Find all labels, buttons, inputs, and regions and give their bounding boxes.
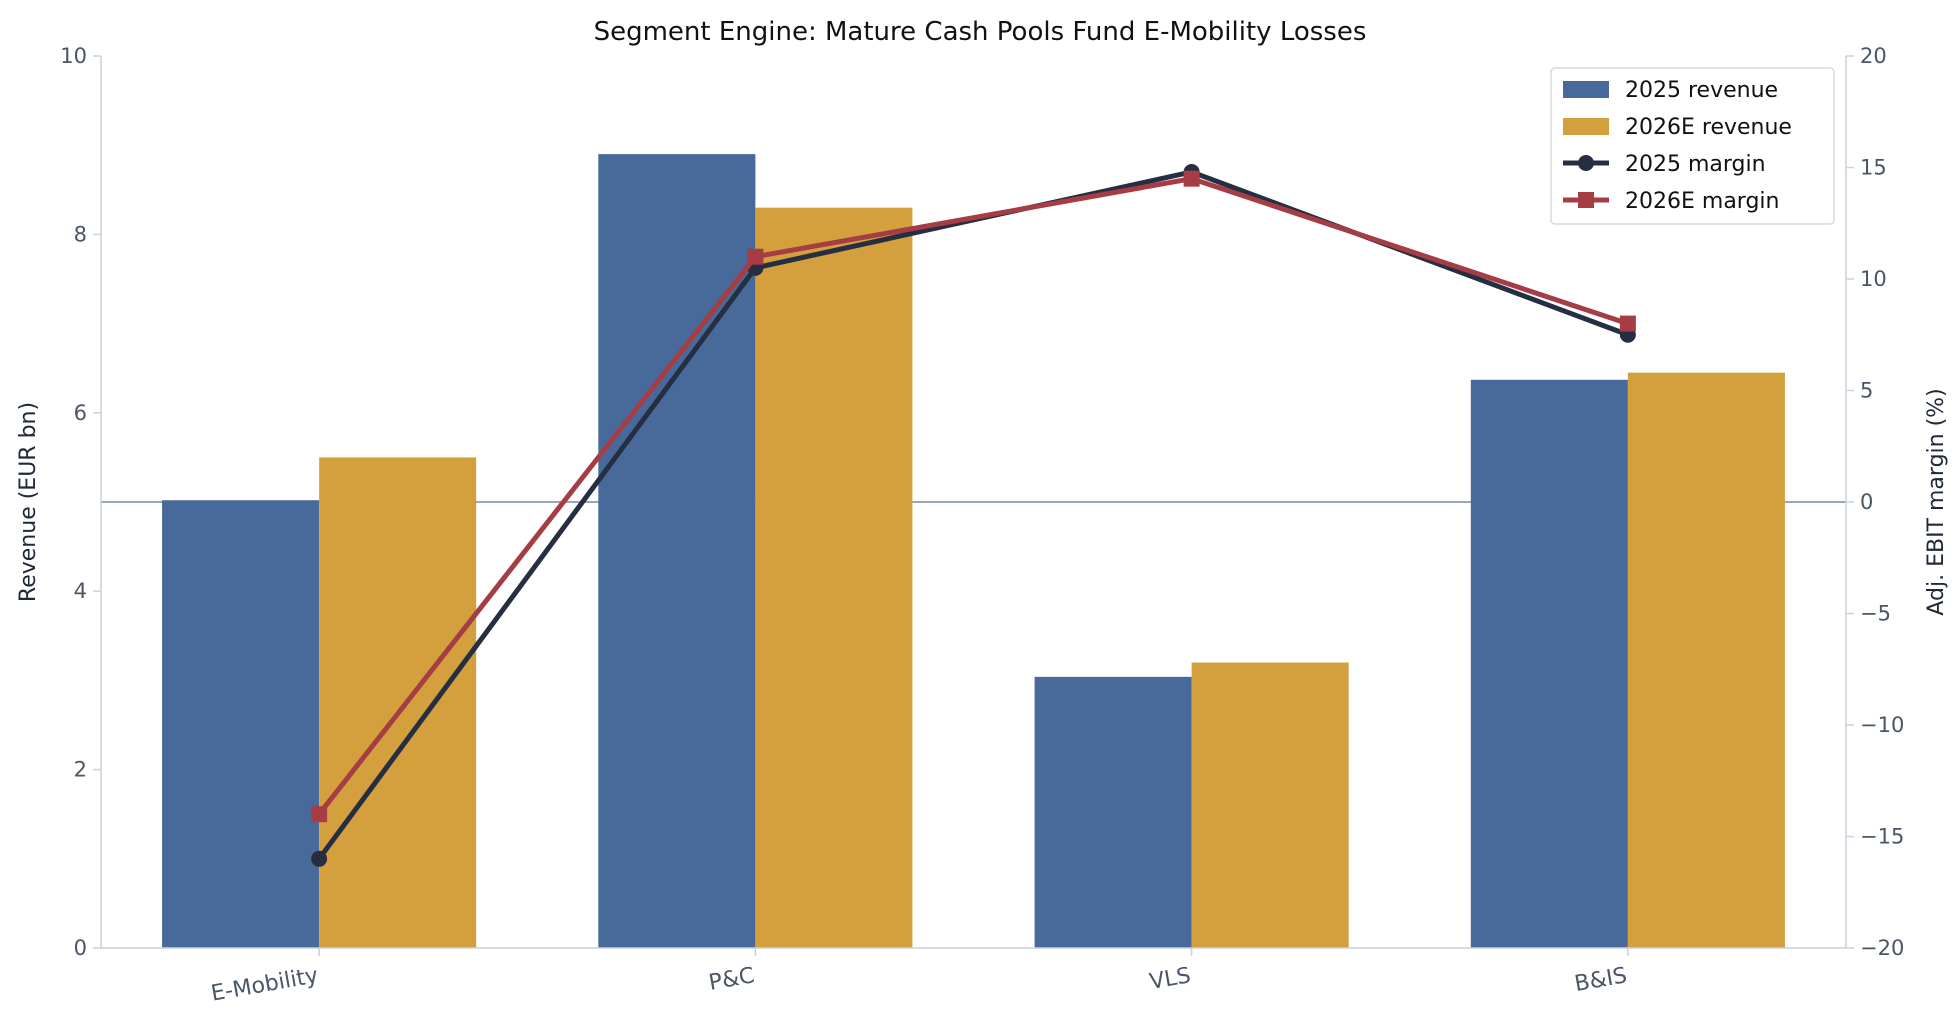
y-tick-label: 6 xyxy=(74,401,87,425)
bar-2026e-revenue-vls xyxy=(1191,662,1349,948)
y-tick-label: 8 xyxy=(74,222,87,246)
bar-2025-revenue-vls xyxy=(1034,676,1192,948)
y2-tick-label: −5 xyxy=(1860,602,1891,626)
legend-2025-revenue-swatch xyxy=(1563,81,1609,98)
chart-title: Segment Engine: Mature Cash Pools Fund E… xyxy=(594,17,1367,47)
y-tick-label: 4 xyxy=(74,579,87,603)
point-2026e-margin-e-mobility xyxy=(311,806,328,823)
y2-tick-label: −10 xyxy=(1860,713,1904,737)
y2-tick-label: −15 xyxy=(1860,825,1904,849)
legend-2026e-revenue-swatch xyxy=(1563,118,1609,135)
point-2026e-margin-b-is xyxy=(1619,315,1636,332)
bar-2025-revenue-e-mobility xyxy=(162,500,320,948)
legend: 2025 revenue 2026E revenue 2025 margin 2026… xyxy=(1550,67,1835,225)
x-tick-label-e-mobility: E-Mobility xyxy=(209,963,320,1006)
y2-axis-label: Adj. EBIT margin (%) xyxy=(1924,388,1949,615)
y-tick-label: 2 xyxy=(74,758,87,782)
bar-2025-revenue-b-is xyxy=(1470,379,1628,948)
y2-tick-label: 20 xyxy=(1860,44,1887,68)
y2-tick-label: 10 xyxy=(1860,267,1887,291)
x-tick-label-p-c: P&C xyxy=(707,963,756,996)
line-2026e-margin xyxy=(317,176,1629,816)
y-axis-label: Revenue (EUR bn) xyxy=(16,402,41,602)
bar-2026e-revenue-e-mobility xyxy=(319,457,477,948)
legend-2025-revenue-label: 2025 revenue xyxy=(1625,78,1778,103)
y2-tick-label: 15 xyxy=(1860,156,1887,180)
point-2026e-margin-p-c xyxy=(747,248,764,265)
legend-2026e-revenue-label: 2026E revenue xyxy=(1625,115,1792,140)
y-tick-label: 10 xyxy=(60,44,87,68)
legend-2025-margin-marker xyxy=(1578,155,1594,171)
legend-2026e-margin-label: 2026E margin xyxy=(1625,189,1779,214)
legend-2025-margin-label: 2025 margin xyxy=(1625,152,1766,177)
bar-2026e-revenue-p-c xyxy=(755,207,913,948)
point-2026e-margin-vls xyxy=(1183,170,1200,187)
bar-2025-revenue-p-c xyxy=(598,154,756,948)
y2-tick-label: 5 xyxy=(1860,379,1873,403)
point-2025-margin-e-mobility xyxy=(311,850,328,867)
x-tick-label-vls: VLS xyxy=(1148,963,1193,995)
y-tick-label: 0 xyxy=(74,936,87,960)
bar-2026e-revenue-b-is xyxy=(1627,372,1785,948)
y2-tick-label: −20 xyxy=(1860,936,1904,960)
legend-box xyxy=(1550,67,1835,225)
y2-tick-label: 0 xyxy=(1860,490,1873,514)
line-2025-margin xyxy=(317,169,1629,861)
x-tick-label-b-is: B&IS xyxy=(1573,963,1629,997)
legend-2026e-margin-marker xyxy=(1578,192,1594,208)
